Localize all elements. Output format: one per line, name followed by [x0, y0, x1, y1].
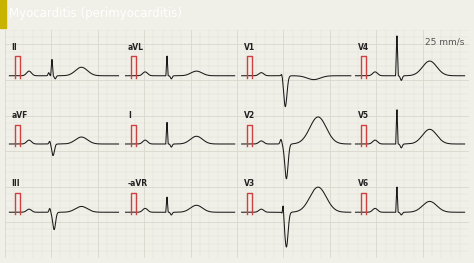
Text: V3: V3 — [244, 179, 255, 188]
Text: aVF: aVF — [12, 111, 28, 120]
Text: aVL: aVL — [128, 43, 144, 52]
Text: V5: V5 — [358, 111, 369, 120]
Text: -aVR: -aVR — [128, 179, 148, 188]
Text: V1: V1 — [244, 43, 255, 52]
Text: Myocarditis (perimyocarditis): Myocarditis (perimyocarditis) — [9, 7, 182, 20]
Text: V4: V4 — [358, 43, 369, 52]
Text: V6: V6 — [358, 179, 369, 188]
Text: V2: V2 — [244, 111, 255, 120]
Text: II: II — [12, 43, 18, 52]
Bar — [0, 0, 6, 28]
Text: 25 mm/s: 25 mm/s — [425, 37, 465, 46]
Text: I: I — [128, 111, 131, 120]
Text: III: III — [12, 179, 20, 188]
